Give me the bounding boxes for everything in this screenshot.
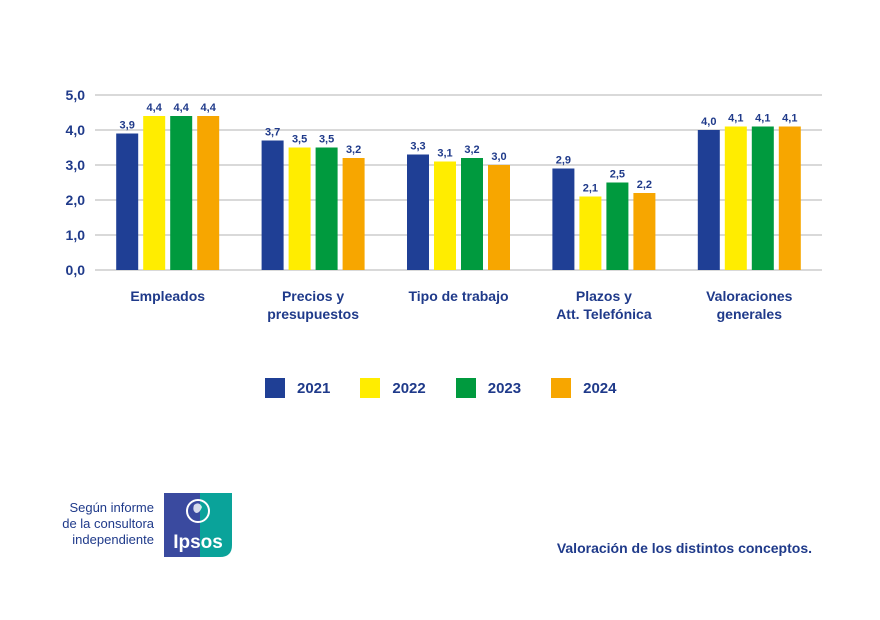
x-tick-label: Tipo de trabajo: [408, 288, 508, 304]
data-label: 4,1: [728, 113, 743, 125]
x-tick-label: Precios y: [282, 288, 344, 304]
bar-2021: [697, 130, 720, 270]
data-label: 3,9: [120, 120, 135, 132]
bar-2023: [170, 116, 193, 270]
data-label: 4,4: [147, 102, 163, 114]
logo-text: Ipsos: [173, 532, 223, 553]
x-tick-label: generales: [717, 306, 783, 322]
legend-item-2023: 2023: [455, 378, 522, 398]
bar-2021: [116, 133, 139, 270]
data-label: 3,2: [346, 144, 361, 156]
bar-2023: [751, 126, 774, 270]
bar-2023: [461, 158, 483, 270]
x-tick-label: Att. Telefónica: [556, 306, 652, 322]
data-label: 4,4: [201, 102, 217, 114]
ipsos-logo: Ipsos: [164, 493, 232, 557]
bar-2024: [778, 126, 801, 270]
legend-label-2023: 2023: [487, 379, 522, 397]
y-tick-label: 3,0: [66, 157, 86, 173]
data-label: 2,9: [556, 155, 571, 167]
data-label: 2,1: [583, 183, 598, 195]
bar-2021: [552, 168, 575, 270]
legend: 2021 2022 2023 2024: [265, 378, 617, 398]
data-label: 3,1: [437, 148, 452, 160]
bar-2022: [724, 126, 747, 270]
source-line-1: Según informe: [69, 500, 154, 515]
legend-label-2024: 2024: [583, 379, 617, 397]
data-label: 2,2: [637, 179, 652, 191]
bar-2024: [197, 116, 220, 270]
data-label: 2,5: [610, 169, 625, 181]
y-tick-label: 2,0: [66, 192, 86, 208]
bar-2022: [288, 147, 311, 270]
y-tick-label: 0,0: [66, 262, 86, 278]
bar-2023: [315, 147, 338, 270]
bar-2024: [633, 193, 656, 270]
bar-2022: [143, 116, 166, 270]
x-tick-label: presupuestos: [267, 306, 359, 322]
x-tick-label: Empleados: [130, 288, 205, 304]
y-tick-label: 4,0: [66, 122, 86, 138]
data-label: 3,7: [265, 127, 280, 139]
source-note: Según informe de la consultora independi…: [30, 500, 154, 548]
bar-2021: [407, 154, 429, 270]
bar-2022: [579, 196, 602, 270]
data-label: 4,1: [755, 113, 770, 125]
data-label: 3,3: [410, 141, 425, 153]
legend-swatch-2022: [360, 378, 381, 398]
bar-2022: [434, 161, 456, 270]
legend-swatch-2023: [455, 378, 476, 398]
legend-label-2022: 2022: [392, 379, 426, 397]
y-tick-label: 1,0: [66, 227, 86, 243]
legend-swatch-2021: [265, 378, 285, 398]
legend-item-2024: 2024: [551, 378, 617, 398]
y-tick-label: 5,0: [66, 87, 86, 103]
legend-item-2021: 2021: [265, 378, 330, 398]
data-label: 3,5: [319, 134, 334, 146]
chart-caption: Valoración de los distintos conceptos.: [556, 540, 812, 556]
source-line-3: independiente: [72, 532, 154, 547]
bar-2024: [342, 158, 365, 270]
x-tick-label: Valoraciones: [706, 288, 793, 304]
data-label: 4,4: [174, 102, 190, 114]
legend-swatch-2024: [551, 378, 572, 398]
bar-chart: 0,0 1,0 2,0 3,0 4,0 5,0 3,9 4,4 4,4 4,4 Empleados 3…: [66, 87, 822, 322]
data-label: 4,0: [701, 116, 716, 128]
legend-item-2022: 2022: [360, 378, 426, 398]
data-label: 3,5: [292, 134, 307, 146]
bar-2024: [488, 165, 510, 270]
legend-label-2021: 2021: [297, 379, 331, 397]
data-label: 3,2: [464, 144, 479, 156]
x-tick-label: Plazos y: [576, 288, 632, 304]
bar-2021: [261, 140, 284, 270]
data-label: 3,0: [491, 151, 506, 163]
source-line-2: de la consultora: [62, 516, 154, 531]
data-label: 4,1: [782, 113, 797, 125]
bar-2023: [606, 182, 629, 270]
